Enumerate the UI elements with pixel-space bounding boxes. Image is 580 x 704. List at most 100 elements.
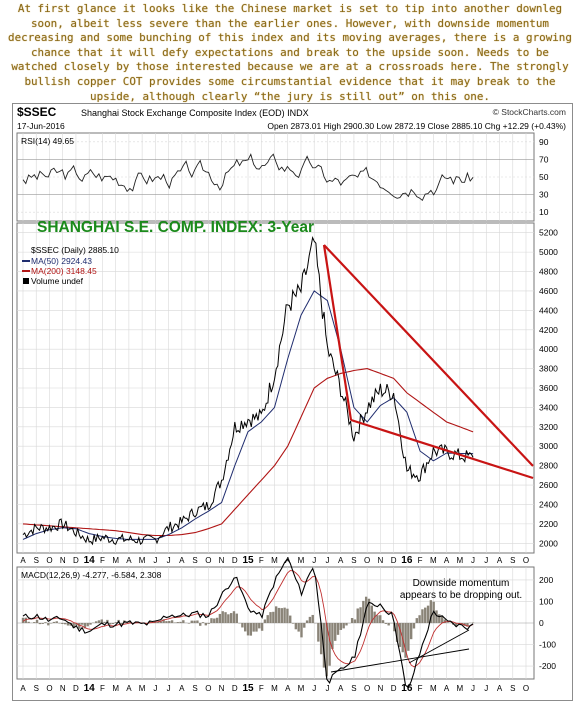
ma200-line xyxy=(22,368,474,537)
x-tick-label: M xyxy=(456,556,463,565)
macd-trendline-lower xyxy=(330,648,470,673)
x-tick-label: A xyxy=(20,556,26,565)
x-tick-label: J xyxy=(325,556,329,565)
x-tick-label: M xyxy=(456,684,463,693)
x-tick-label: N xyxy=(219,684,225,693)
macd-tick-label: 0 xyxy=(539,618,544,628)
x-tick-label: A xyxy=(338,684,344,693)
x-tick-label: J xyxy=(484,556,488,565)
x-tick-label: D xyxy=(232,556,238,565)
macd-note-line2: appears to be dropping out. xyxy=(400,590,522,601)
x-tick-label: M xyxy=(298,556,305,565)
macd-label: MACD(12,26,9) -4.277, -6.584, 2.308 xyxy=(21,570,162,580)
x-tick-label: F xyxy=(418,684,423,693)
price-tick-label: 2600 xyxy=(539,480,558,490)
x-tick-label: O xyxy=(364,556,370,565)
macd-axis: 200 100 0 -100 -200 xyxy=(539,575,556,671)
x-tick-label: D xyxy=(73,684,79,693)
x-tick-label: N xyxy=(378,556,384,565)
x-tick-label: 15 xyxy=(242,683,254,694)
x-tick-label: A xyxy=(497,556,503,565)
x-tick-label: F xyxy=(100,556,105,565)
price-tick-label: 3800 xyxy=(539,364,558,374)
symbol-label: $SSEC xyxy=(17,105,57,119)
x-tick-label: J xyxy=(471,556,475,565)
x-tick-label: A xyxy=(179,556,185,565)
legend-ma50: MA(50) 2924.43 xyxy=(31,256,92,266)
legend-volume: Volume undef xyxy=(31,276,84,286)
macd-note-line1: Downside momentum xyxy=(413,578,510,589)
x-tick-label: 16 xyxy=(401,555,413,566)
x-tick-label: A xyxy=(285,684,291,693)
price-axis: 5200 5000 4800 4600 4400 4200 4000 3800 3600 3400… xyxy=(539,228,558,549)
chart-title: SHANGHAI S.E. COMP. INDEX: 3-Year xyxy=(37,219,314,236)
rsi-grid xyxy=(17,133,534,221)
x-tick-label: A xyxy=(126,556,132,565)
rsi-tick-label: 50 xyxy=(539,172,549,182)
x-tick-label: O xyxy=(46,684,52,693)
macd-trendline-upper xyxy=(408,629,470,664)
x-tick-label: 14 xyxy=(84,683,96,694)
rsi-line xyxy=(22,153,474,202)
x-tick-label: N xyxy=(60,684,66,693)
upper-trendline xyxy=(323,244,534,467)
x-tick-label: O xyxy=(205,556,211,565)
x-tick-label: A xyxy=(126,684,132,693)
x-tick-label: 14 xyxy=(84,555,96,566)
x-tick-label: S xyxy=(510,556,515,565)
stock-chart: $SSEC Shanghai Stock Exchange Composite … xyxy=(12,103,573,701)
legend-volume-swatch xyxy=(23,278,29,284)
x-tick-label: M xyxy=(112,684,119,693)
x-tick-label: S xyxy=(351,556,356,565)
x-tick-label: O xyxy=(46,556,52,565)
macd-tick-label: 200 xyxy=(539,575,553,585)
price-tick-label: 2200 xyxy=(539,519,558,529)
x-tick-label: J xyxy=(484,684,488,693)
price-line xyxy=(22,236,474,546)
x-tick-label: M xyxy=(430,556,437,565)
lower-trendline xyxy=(350,418,534,480)
x-tick-label: 15 xyxy=(242,555,254,566)
ohlc-label: Open 2873.01 High 2900.30 Low 2872.19 Cl… xyxy=(267,121,566,131)
price-tick-label: 4600 xyxy=(539,286,558,296)
x-tick-label: J xyxy=(153,556,157,565)
rsi-tick-label: 90 xyxy=(539,137,549,147)
x-tick-label: J xyxy=(153,684,157,693)
x-tick-label: J xyxy=(167,684,171,693)
x-tick-label: J xyxy=(312,684,316,693)
x-tick-label: O xyxy=(523,556,529,565)
x-tick-label: F xyxy=(259,556,264,565)
x-tick-label: A xyxy=(179,684,185,693)
x-tick-label: A xyxy=(497,684,503,693)
x-tick-label: D xyxy=(391,684,397,693)
x-tick-label: M xyxy=(139,684,146,693)
x-tick-label: F xyxy=(259,684,264,693)
x-tick-label: A xyxy=(444,556,450,565)
price-tick-label: 4000 xyxy=(539,344,558,354)
x-tick-label: O xyxy=(364,684,370,693)
price-tick-label: 2400 xyxy=(539,499,558,509)
x-tick-label: F xyxy=(100,684,105,693)
x-tick-label: F xyxy=(418,556,423,565)
x-tick-label: S xyxy=(192,684,197,693)
price-tick-label: 4400 xyxy=(539,305,558,315)
x-tick-label: A xyxy=(444,684,450,693)
x-tick-label: A xyxy=(338,556,344,565)
x-tick-label: S xyxy=(34,684,39,693)
x-tick-label: 16 xyxy=(401,683,413,694)
rsi-tick-label: 10 xyxy=(539,207,549,217)
x-tick-label: N xyxy=(60,556,66,565)
price-legend: $SSEC (Daily) 2885.10 MA(50) 2924.43 MA(… xyxy=(22,245,119,286)
date-label: 17-Jun-2016 xyxy=(17,121,65,131)
rsi-label: RSI(14) 49.65 xyxy=(21,136,74,146)
x-tick-label: S xyxy=(192,556,197,565)
price-tick-label: 4800 xyxy=(539,267,558,277)
price-tick-label: 2000 xyxy=(539,538,558,548)
x-tick-label: M xyxy=(430,684,437,693)
legend-ma200: MA(200) 3148.45 xyxy=(31,266,97,276)
price-tick-label: 3200 xyxy=(539,422,558,432)
macd-line xyxy=(22,557,474,689)
macd-signal-line xyxy=(22,570,474,668)
rsi-tick-label: 30 xyxy=(539,190,549,200)
chart-svg: $SSEC Shanghai Stock Exchange Composite … xyxy=(16,105,566,694)
